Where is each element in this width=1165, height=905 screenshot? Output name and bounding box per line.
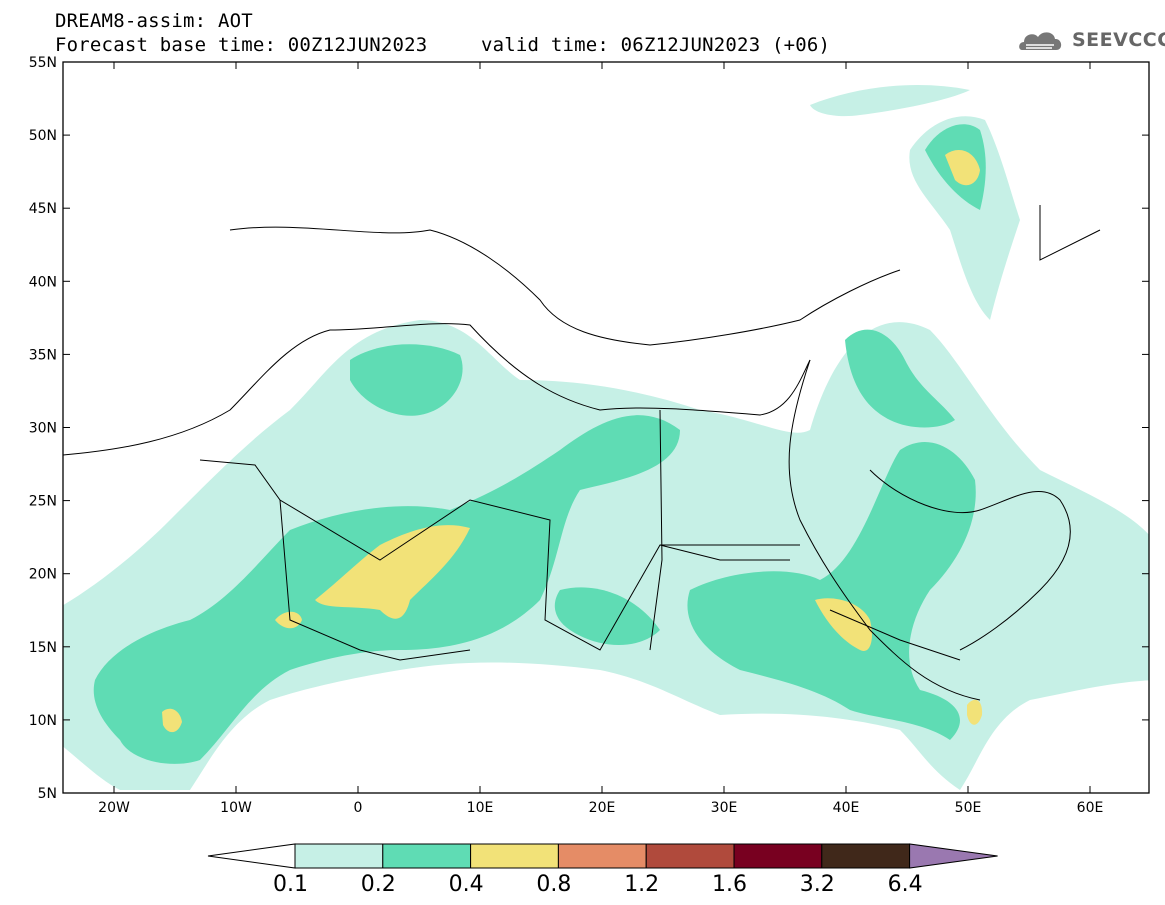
lat-label: 30N bbox=[29, 421, 57, 437]
colorbar-swatch bbox=[645, 843, 735, 869]
aot-contour-0.1-c bbox=[810, 85, 970, 117]
lon-label: 30E bbox=[711, 800, 738, 816]
lat-label: 25N bbox=[29, 494, 57, 510]
lat-label: 50N bbox=[29, 128, 57, 144]
lat-label: 45N bbox=[29, 201, 57, 217]
aot-contour-0.4-d bbox=[162, 708, 182, 733]
aot-contour-0.4 bbox=[315, 525, 470, 619]
lat-label: 20N bbox=[29, 567, 57, 583]
logo-text: SEEVCCC bbox=[1072, 29, 1165, 51]
lon-label: 20W bbox=[98, 800, 130, 816]
colorbar-swatch bbox=[470, 843, 559, 869]
colorbar-label: 0.8 bbox=[536, 872, 572, 897]
aot-contour-0.2-b bbox=[350, 344, 463, 416]
lat-label: 55N bbox=[29, 55, 57, 71]
cloud-icon bbox=[1019, 32, 1062, 50]
colorbar-label: 0.2 bbox=[360, 872, 396, 897]
coastlines bbox=[63, 205, 1101, 701]
colorbar-label: 1.2 bbox=[624, 872, 660, 897]
lon-label: 40E bbox=[833, 800, 860, 816]
lat-label: 5N bbox=[38, 786, 57, 802]
lat-label: 35N bbox=[29, 347, 57, 363]
base-time-label: Forecast base time: 00Z12JUN2023 bbox=[55, 34, 428, 56]
colorbar-label: 3.2 bbox=[799, 872, 835, 897]
colorbar-swatch bbox=[294, 843, 384, 869]
aot-contour-0.4-f bbox=[967, 699, 983, 725]
lon-label: 10W bbox=[220, 800, 252, 816]
aot-contour-0.2-c bbox=[554, 587, 660, 645]
lat-label: 15N bbox=[29, 640, 57, 656]
lon-label: 20E bbox=[589, 800, 616, 816]
aot-contour-0.4-e bbox=[275, 611, 302, 629]
colorbar-swatch bbox=[821, 843, 911, 869]
map-title: DREAM8-assim: AOT bbox=[55, 10, 253, 32]
colorbar-swatch bbox=[382, 843, 472, 869]
colorbar-label: 1.6 bbox=[712, 872, 747, 897]
colorbar-high-arrow bbox=[909, 843, 998, 869]
lat-label: 40N bbox=[29, 274, 57, 290]
colorbar-label: 0.4 bbox=[448, 872, 484, 897]
lon-label: 60E bbox=[1077, 800, 1104, 816]
aot-contour-0.2-d bbox=[687, 441, 976, 740]
colorbar-swatch bbox=[733, 843, 823, 869]
lon-label: 10E bbox=[467, 800, 494, 816]
lat-label: 10N bbox=[29, 713, 57, 729]
colorbar-label: 6.4 bbox=[887, 872, 923, 897]
aot-contour-0.4-b bbox=[815, 598, 872, 651]
colorbar-label: 0.1 bbox=[273, 872, 308, 897]
colorbar-swatch bbox=[557, 843, 647, 869]
valid-time-label: valid time: 06Z12JUN2023 (+06) bbox=[481, 34, 831, 56]
lon-label: 50E bbox=[955, 800, 982, 816]
aot-contour-0.2-e bbox=[845, 329, 955, 428]
colorbar-low-arrow bbox=[207, 843, 296, 869]
lon-label: 0 bbox=[354, 800, 363, 816]
aot-contour-0.4-c bbox=[945, 150, 980, 186]
colorbar bbox=[207, 843, 998, 869]
